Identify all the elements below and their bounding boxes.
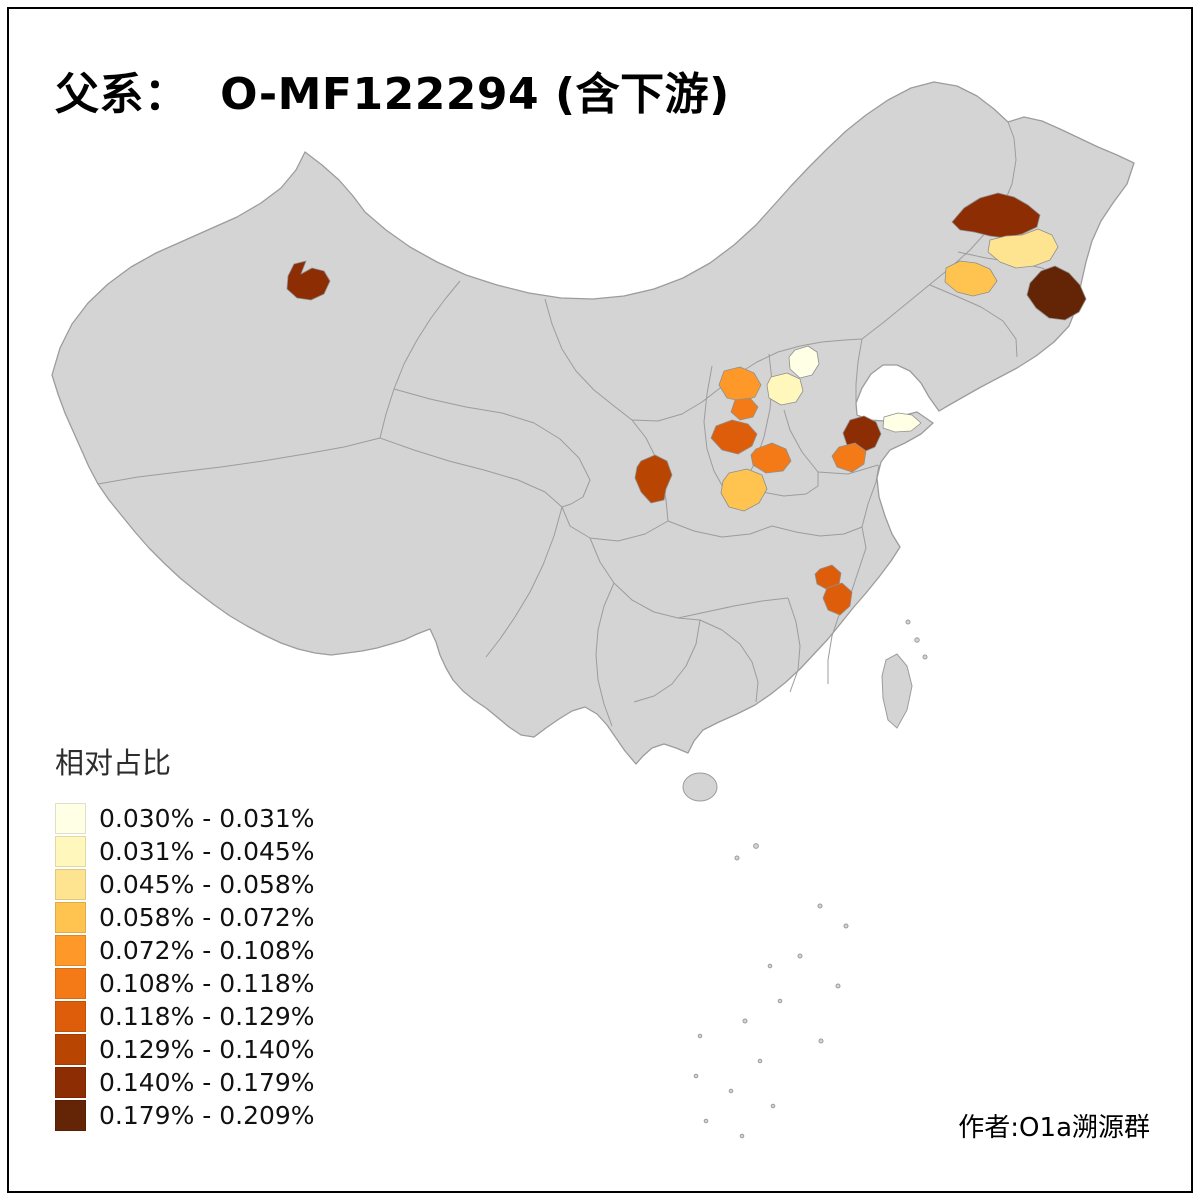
legend-item: 0.108% - 0.118% <box>55 967 315 1000</box>
legend-label: 0.140% - 0.179% <box>99 1068 315 1097</box>
taiwan-island <box>881 653 913 729</box>
attribution-text: 作者:O1a溯源群 <box>958 1113 1150 1143</box>
map-title: 父系： O-MF122294 (含下游) <box>55 69 730 120</box>
legend-swatch <box>55 1100 86 1131</box>
legend-label: 0.030% - 0.031% <box>99 804 315 833</box>
legend-item: 0.030% - 0.031% <box>55 802 315 835</box>
legend-label: 0.118% - 0.129% <box>99 1002 315 1031</box>
hainan-island <box>682 772 718 802</box>
legend-swatch <box>55 968 86 999</box>
region-hebei-pale-yellow <box>766 372 804 406</box>
legend-item: 0.058% - 0.072% <box>55 901 315 934</box>
legend-swatch <box>55 1001 86 1032</box>
region-northeast-upper <box>951 192 1041 239</box>
region-hubei-north-b <box>822 582 853 616</box>
legend-label: 0.179% - 0.209% <box>99 1101 315 1130</box>
highlighted-regions <box>286 192 1087 616</box>
region-shaanxi-south <box>720 468 768 512</box>
south-china-sea-islands <box>693 843 849 1139</box>
legend-swatch <box>55 836 86 867</box>
legend-label: 0.031% - 0.045% <box>99 837 315 866</box>
legend-label: 0.108% - 0.118% <box>99 969 315 998</box>
legend-item: 0.045% - 0.058% <box>55 868 315 901</box>
legend: 相对占比 0.030% - 0.031% 0.031% - 0.045% 0.045… <box>55 740 315 1132</box>
legend-label: 0.072% - 0.108% <box>99 936 315 965</box>
legend-item: 0.179% - 0.209% <box>55 1099 315 1132</box>
china-landmass <box>51 81 1135 765</box>
legend-item: 0.072% - 0.108% <box>55 934 315 967</box>
legend-label: 0.058% - 0.072% <box>99 903 315 932</box>
region-shandong-orange <box>831 442 867 473</box>
region-henan-west <box>750 442 792 474</box>
legend-item: 0.129% - 0.140% <box>55 1033 315 1066</box>
coastal-islands <box>905 619 928 660</box>
legend-title: 相对占比 <box>55 746 172 780</box>
legend-item: 0.140% - 0.179% <box>55 1066 315 1099</box>
region-northeast-pale <box>987 228 1059 269</box>
legend-item: 0.031% - 0.045% <box>55 835 315 868</box>
region-beijing <box>788 345 820 379</box>
region-shanxi-south <box>710 419 758 455</box>
region-shandong-peninsula-pale <box>882 412 922 433</box>
region-shanxi-north <box>718 366 762 402</box>
region-northeast-light-orange <box>944 260 998 297</box>
legend-swatch <box>55 1067 86 1098</box>
region-gansu-east <box>634 454 673 504</box>
legend-label: 0.129% - 0.140% <box>99 1035 315 1064</box>
region-northeast-darkest <box>1026 265 1087 321</box>
legend-swatch <box>55 1034 86 1065</box>
region-shanxi-mid <box>730 397 759 421</box>
legend-items: 0.030% - 0.031% 0.031% - 0.045% 0.045% - 0… <box>55 802 315 1132</box>
legend-swatch <box>55 902 86 933</box>
legend-swatch <box>55 935 86 966</box>
legend-swatch <box>55 803 86 834</box>
legend-label: 0.045% - 0.058% <box>99 870 315 899</box>
legend-swatch <box>55 869 86 900</box>
region-xinjiang-north <box>286 260 331 301</box>
legend-item: 0.118% - 0.129% <box>55 1000 315 1033</box>
